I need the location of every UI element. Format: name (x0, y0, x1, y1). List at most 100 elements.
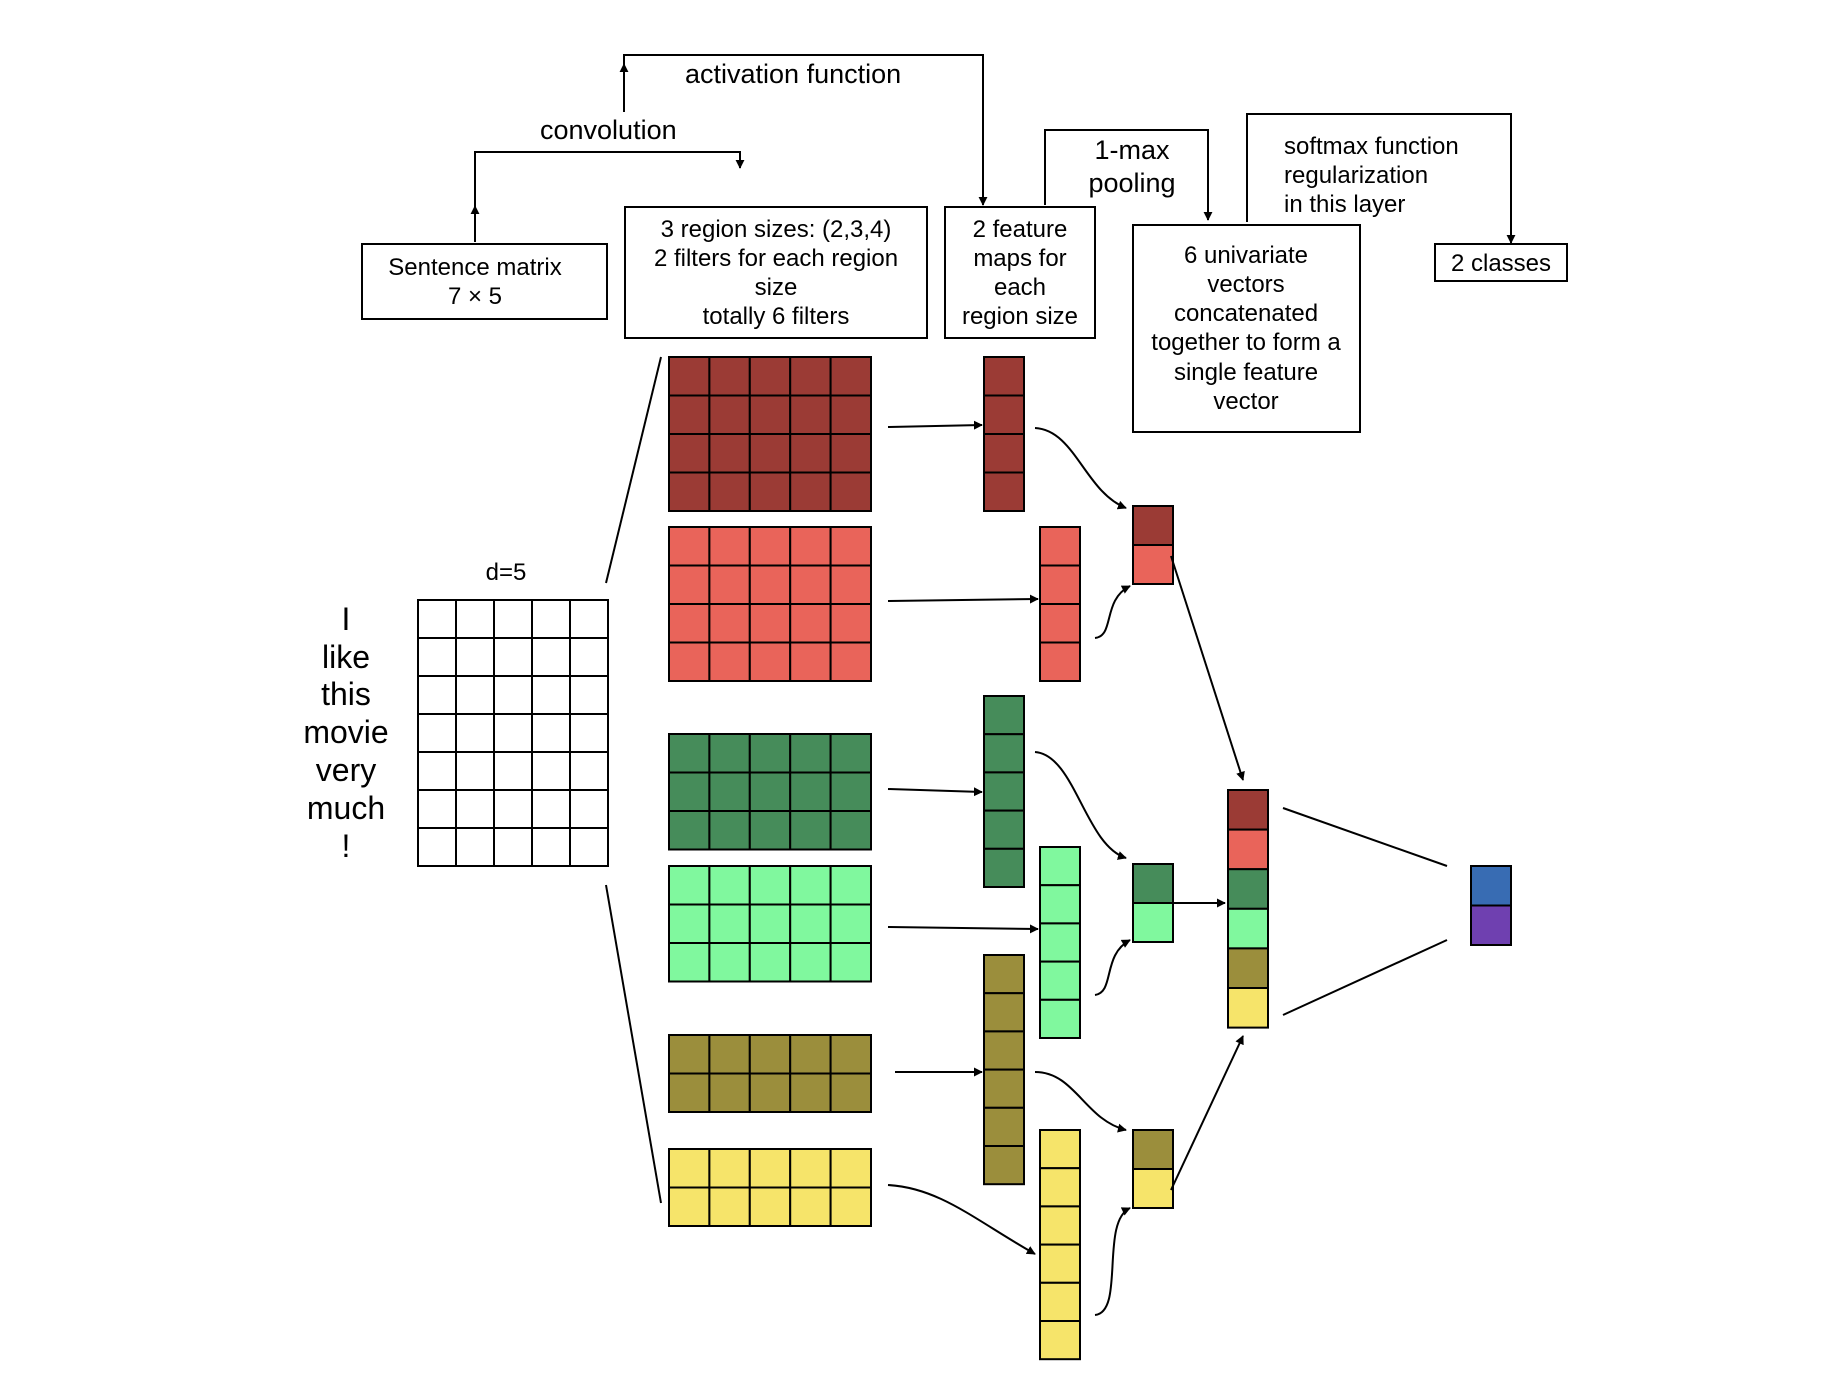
concatenated-vector-cell (1227, 868, 1269, 910)
pooled-pair-3-cell (1132, 1129, 1174, 1170)
filter-region3-a-cell (829, 810, 872, 851)
filter-region4-b-cell (829, 564, 872, 605)
sentence-matrix-cell (531, 637, 571, 677)
filter-region2-a-cell (789, 1072, 832, 1113)
filter-region3-a-cell (708, 733, 751, 774)
map2-to-pool-arrow (1094, 585, 1131, 639)
pooled-pair-1-cell (1132, 544, 1174, 585)
filter-region4-a-cell (829, 471, 872, 512)
classes-label: 2 classes (1451, 250, 1551, 277)
sentence-matrix-cell (417, 675, 457, 715)
filter-region2-b-cell (789, 1186, 832, 1227)
feature-map-6-cell (1039, 1320, 1081, 1361)
filter-region3-a-cell (789, 733, 832, 774)
feature-map-6-cell (1039, 1281, 1081, 1323)
map5-to-pool-arrow (1034, 1071, 1127, 1133)
filter-region3-b-cell (668, 865, 711, 906)
filter-region3-a-cell (668, 810, 711, 851)
filter-region4-a-cell (789, 356, 832, 397)
sentence-matrix-cell (455, 637, 495, 677)
sentence-matrix (417, 599, 609, 867)
sentence-matrix-cell (417, 599, 457, 639)
filter-region4-b-cell (789, 641, 832, 682)
filter-region4-a-cell (708, 471, 751, 512)
word-this: this (321, 676, 371, 712)
pooled-pair-1 (1132, 505, 1174, 585)
feature-map-3-cell (983, 847, 1025, 888)
feature-map-6-cell (1039, 1129, 1081, 1170)
feature-maps-line1: 2 feature (973, 216, 1068, 243)
filter4-to-map-arrow (887, 924, 1039, 934)
sentence-matrix-cell (417, 751, 457, 791)
feature-maps-line3: each (994, 274, 1046, 301)
feature-map-2-cell (1039, 526, 1081, 567)
sentence-matrix-cell (493, 751, 533, 791)
convolution-connector (474, 151, 745, 242)
filter-region4-b-cell (668, 526, 711, 567)
sentence-matrix-cell (455, 675, 495, 715)
word-i: I (342, 601, 351, 637)
filter-region4-a-cell (668, 394, 711, 435)
filter1-to-map-arrow (887, 420, 983, 430)
filter-region2-a-cell (708, 1034, 751, 1075)
feature-map-3-cell (983, 771, 1025, 812)
sentence-matrix-cell (531, 827, 571, 867)
sentence-matrix-line1: Sentence matrix (388, 254, 561, 281)
feature-map-2-cell (1039, 603, 1081, 644)
sentence-matrix-cell (493, 637, 533, 677)
filter-region3-a-cell (708, 771, 751, 812)
convolution-label: convolution (540, 115, 677, 145)
word-like: like (322, 639, 370, 675)
feature-map-4-cell (1039, 960, 1081, 1001)
filter-region2-a-cell (668, 1072, 711, 1113)
filter-region2-b-cell (708, 1148, 751, 1189)
sentence-matrix-cell (455, 789, 495, 829)
sentence-matrix-cell (531, 713, 571, 753)
sentence-matrix-cell (493, 713, 533, 753)
map3-to-pool-arrow (1034, 751, 1127, 860)
sentence-matrix-cell (417, 713, 457, 753)
filter-region4-b-cell (789, 564, 832, 605)
filter-region2-a-cell (829, 1072, 872, 1113)
map1-to-pool-arrow (1034, 427, 1127, 510)
region-sizes-line2: 2 filters for each region (654, 245, 898, 272)
softmax-connector (1246, 113, 1516, 244)
sentence-matrix-box: Sentence matrix 7 × 5 (361, 243, 608, 320)
filter-region3-a-cell (668, 771, 711, 812)
univariate-vectors-box: 6 univariate vectors concatenated togeth… (1132, 224, 1361, 433)
filter-region3-a-cell (748, 810, 792, 851)
softmax-label-line2: regularization (1284, 162, 1428, 189)
feature-map-4-cell (1039, 922, 1081, 963)
filter-region2-b-cell (668, 1148, 711, 1189)
feature-map-1-cell (983, 471, 1025, 512)
filter-region2-b-cell (708, 1186, 751, 1227)
filter-region4-b-cell (668, 564, 711, 605)
pooling-label-line2: pooling (1088, 168, 1175, 198)
feature-map-6 (1039, 1129, 1081, 1361)
output-classes (1470, 865, 1512, 946)
filter-region4-a-cell (789, 394, 832, 435)
filter-region2-b-cell (748, 1148, 792, 1189)
filter-region2-b-cell (789, 1148, 832, 1189)
filter-region3-b-cell (748, 942, 792, 983)
feature-map-6-cell (1039, 1167, 1081, 1208)
concatenated-vector-cell (1227, 987, 1269, 1029)
filter-region4-b-cell (748, 526, 792, 567)
pooled-pair-1-cell (1132, 505, 1174, 546)
filter-region4-b-cell (708, 641, 751, 682)
word-movie: movie (303, 714, 388, 750)
filter-region3-a-cell (748, 733, 792, 774)
activation-connector (623, 54, 988, 206)
filter-region2-b-cell (668, 1186, 711, 1227)
feature-map-1-cell (983, 356, 1025, 397)
concatenated-vector-cell (1227, 947, 1269, 990)
map6-to-pool-arrow (1094, 1207, 1131, 1316)
filter-region3-a-cell (668, 733, 711, 774)
filter-region2-a (668, 1034, 872, 1113)
filter-region4-a-cell (708, 394, 751, 435)
feature-map-3 (983, 695, 1025, 888)
feature-maps-line4: region size (962, 303, 1078, 330)
filter-region4-b-cell (668, 603, 711, 644)
filter-region2-a-cell (789, 1034, 832, 1075)
filter-region3-b-cell (829, 942, 872, 983)
